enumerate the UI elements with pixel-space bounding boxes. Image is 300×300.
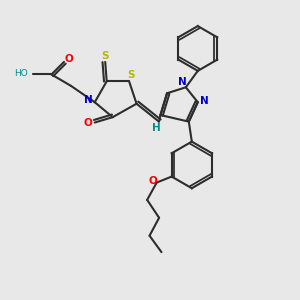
Text: H: H [152, 123, 161, 133]
Text: N: N [178, 77, 187, 87]
Text: HO: HO [14, 69, 28, 78]
Text: N: N [84, 95, 93, 105]
Text: S: S [127, 70, 134, 80]
Text: N: N [200, 96, 209, 106]
Text: O: O [64, 54, 73, 64]
Text: O: O [148, 176, 157, 186]
Text: O: O [84, 118, 93, 128]
Text: S: S [101, 51, 109, 61]
